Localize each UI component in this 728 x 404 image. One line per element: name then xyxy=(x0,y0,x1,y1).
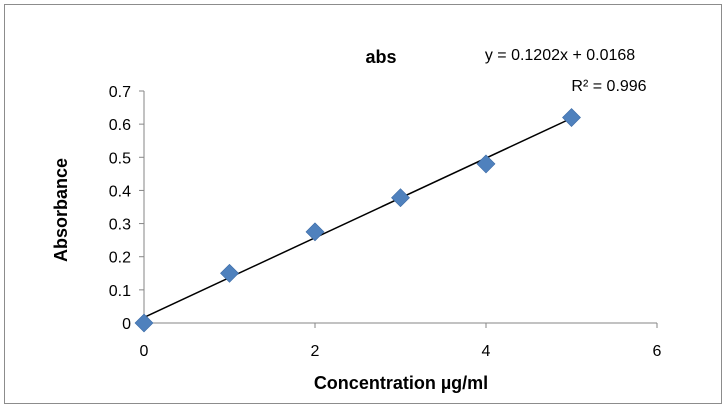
x-tick-label: 4 xyxy=(482,343,491,360)
y-tick-label: 0 xyxy=(122,316,131,333)
data-point xyxy=(391,188,410,208)
data-point xyxy=(476,154,496,174)
data-point xyxy=(305,222,325,242)
y-tick-label: 0.6 xyxy=(109,117,131,134)
chart-title: abs xyxy=(365,47,396,67)
y-tick-label: 0.5 xyxy=(109,150,131,167)
r-squared-label: R² = 0.996 xyxy=(571,78,646,95)
data-point xyxy=(134,313,154,333)
y-tick-label: 0.1 xyxy=(109,283,131,300)
data-point xyxy=(220,263,239,283)
y-tick-label: 0.7 xyxy=(109,84,131,101)
y-tick-label: 0.2 xyxy=(109,250,131,267)
x-tick-label: 2 xyxy=(311,343,320,360)
chart-frame xyxy=(4,4,722,404)
x-tick-label: 6 xyxy=(653,343,662,360)
x-axis-title: Concentration µg/ml xyxy=(314,373,488,393)
x-tick-label: 0 xyxy=(140,343,149,360)
y-tick-label: 0.3 xyxy=(109,217,131,234)
y-axis-title: Absorbance xyxy=(51,158,71,262)
y-tick-label: 0.4 xyxy=(109,183,131,200)
trendline-equation: y = 0.1202x + 0.0168 xyxy=(485,47,635,64)
trendline xyxy=(143,117,572,319)
data-point xyxy=(562,108,581,127)
